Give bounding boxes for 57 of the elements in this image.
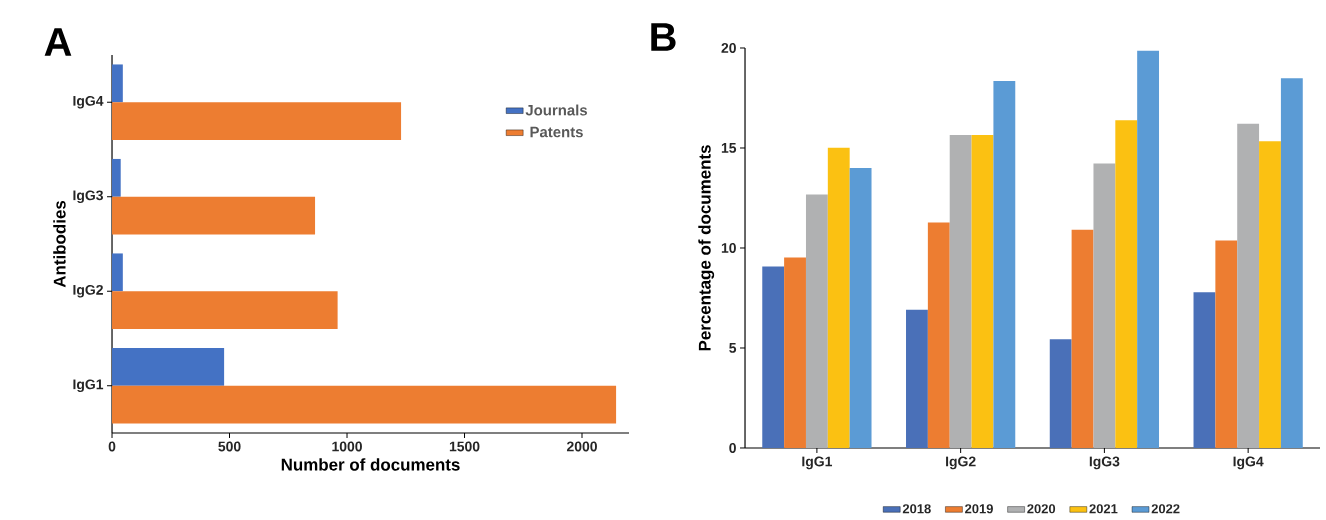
y-axis-title: Antibodies — [53, 200, 66, 288]
x-tick-label: 1500 — [449, 441, 480, 452]
bar — [762, 266, 785, 448]
bar — [927, 222, 950, 448]
y-tick-label: IgG3 — [73, 190, 103, 204]
bar — [112, 253, 123, 292]
legend-label: 2022 — [1151, 504, 1180, 514]
x-tick-label: 0 — [108, 441, 116, 452]
bar — [112, 291, 338, 330]
bar — [849, 167, 872, 448]
bar — [1137, 50, 1160, 448]
bar — [1259, 141, 1281, 448]
bar — [1280, 78, 1303, 448]
legend-label: 2020 — [1027, 504, 1056, 514]
bar — [784, 257, 806, 448]
bar — [805, 194, 828, 448]
x-tick-label: 1000 — [332, 441, 362, 452]
bar — [112, 102, 402, 141]
bar — [1115, 120, 1138, 448]
bar — [112, 64, 123, 103]
y-tick-label: 15 — [721, 143, 737, 153]
bar — [906, 309, 928, 448]
text: B — [651, 23, 676, 51]
y-tick-label: IgG2 — [73, 284, 103, 298]
bar — [1093, 163, 1116, 448]
y-axis-title: Percentage of documents — [698, 145, 715, 351]
bar — [949, 134, 972, 448]
x-axis-title: Number of documents — [281, 458, 460, 471]
legend-label: 2019 — [965, 504, 993, 514]
y-tick-label: 5 — [729, 343, 737, 353]
bar — [112, 196, 316, 235]
y-tick-label: 10 — [721, 243, 736, 253]
x-tick-label: IgG3 — [1089, 456, 1120, 470]
bar — [112, 385, 617, 424]
legend-label: Journals — [525, 104, 588, 116]
text: A — [44, 28, 72, 56]
y-tick-label: 20 — [721, 43, 736, 53]
legend-label: 2018 — [902, 504, 931, 514]
bar — [1193, 292, 1216, 448]
legend-label: 2021 — [1089, 504, 1118, 514]
bar — [1049, 339, 1072, 448]
bar — [971, 134, 994, 448]
bar — [1237, 123, 1260, 448]
bar — [1071, 229, 1094, 448]
x-tick-label: IgG2 — [946, 456, 976, 470]
bar — [112, 347, 225, 386]
x-tick-label: 500 — [218, 441, 241, 452]
x-tick-label: 2000 — [566, 441, 597, 452]
y-tick-label: IgG4 — [73, 95, 104, 109]
bar — [112, 158, 121, 197]
bar — [1215, 240, 1238, 448]
bar — [827, 147, 850, 448]
y-tick-label: IgG1 — [73, 379, 104, 393]
legend-label: Patents — [530, 126, 583, 138]
bar — [993, 80, 1016, 448]
x-tick-label: IgG4 — [1233, 456, 1264, 470]
x-tick-label: IgG1 — [802, 456, 833, 470]
